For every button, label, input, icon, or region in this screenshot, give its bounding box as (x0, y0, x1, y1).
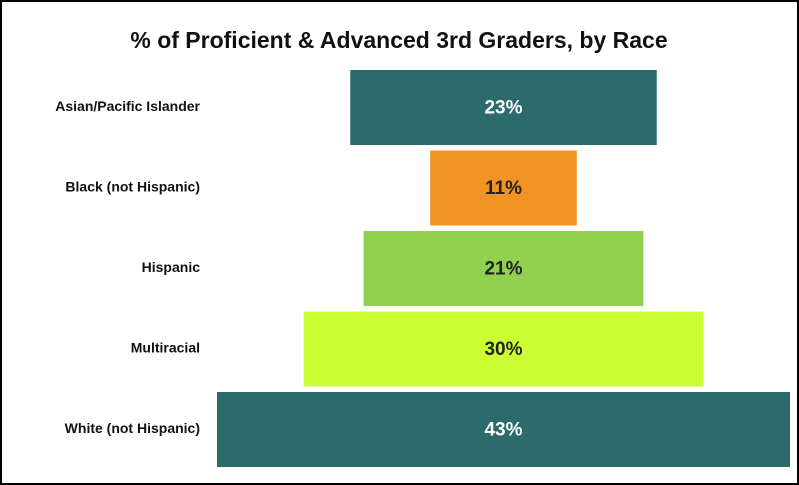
bar (430, 150, 577, 226)
value-label: 11% (485, 178, 522, 199)
chart-title: % of Proficient & Advanced 3rd Graders, … (130, 27, 667, 53)
category-label: Multiracial (131, 340, 200, 356)
bar (303, 311, 704, 387)
value-label: 43% (484, 420, 522, 441)
category-label: Asian/Pacific Islander (55, 98, 200, 114)
category-label: Hispanic (142, 259, 201, 275)
category-label: Black (not Hispanic) (65, 179, 200, 195)
value-label: 30% (484, 339, 522, 360)
bar (217, 392, 790, 467)
bar (350, 70, 657, 145)
value-label: 23% (484, 98, 522, 119)
bar (363, 231, 644, 306)
value-label: 21% (484, 259, 522, 280)
category-label: White (not Hispanic) (65, 420, 200, 436)
